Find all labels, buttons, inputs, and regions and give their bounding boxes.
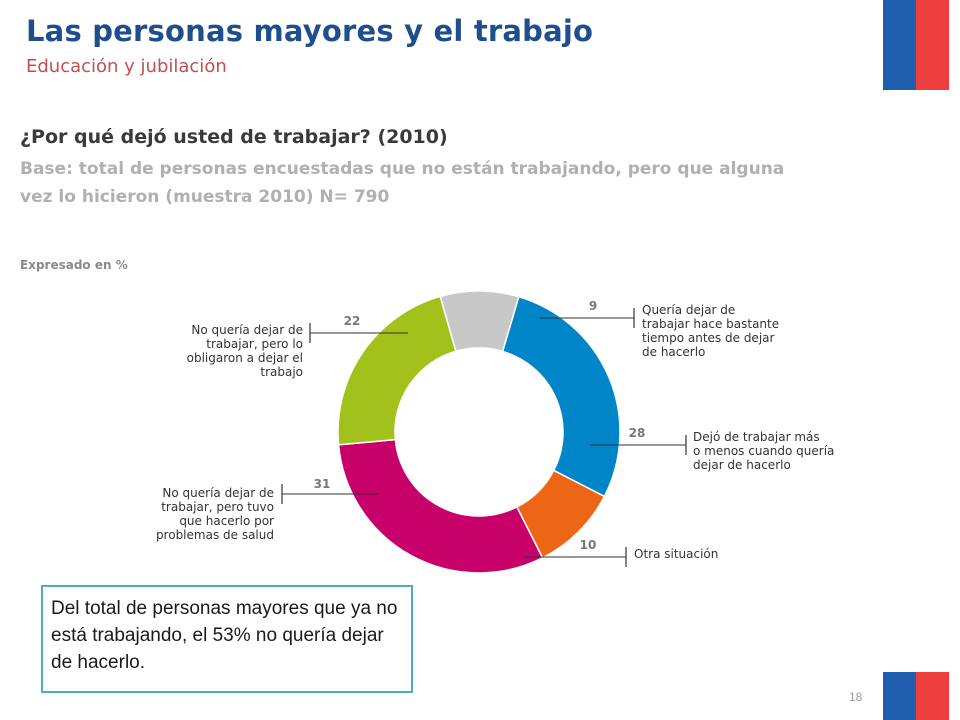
flag-blue-band <box>883 0 916 90</box>
chart-question: ¿Por qué dejó usted de trabajar? (2010) <box>20 126 448 148</box>
chart-unit-note: Expresado en % <box>20 258 128 272</box>
slice-category-label: No quería dejar de trabajar, pero tuvo que… <box>156 486 274 542</box>
summary-note-text: Del total de personas mayores que ya no … <box>51 598 398 673</box>
donut-slice <box>337 295 457 446</box>
slice-value-label: 31 <box>314 477 331 491</box>
chart-base-line-1: Base: total de personas encuestadas que … <box>20 159 785 179</box>
slice-value-label: 9 <box>589 299 597 313</box>
chart-base-description: Base: total de personas encuestadas que … <box>20 155 830 211</box>
slice-category-label: Quería dejar de trabajar hace bastante tie… <box>642 303 779 359</box>
slice-category-label: Dejó de trabajar más o menos cuando querí… <box>693 430 834 472</box>
donut-slice <box>337 438 544 574</box>
slice-category-label: No quería dejar de trabajar, pero lo oblig… <box>187 323 303 379</box>
flag-decoration-bottom <box>883 672 949 720</box>
donut-slice <box>501 295 621 498</box>
flag-red-band <box>916 672 949 720</box>
slide-subtitle: Educación y jubilación <box>26 56 227 77</box>
chart-base-line-2: vez lo hicieron (muestra 2010) N= 790 <box>20 187 390 207</box>
slice-value-label: 28 <box>629 426 646 440</box>
slice-value-label: 10 <box>580 538 597 552</box>
slide-title: Las personas mayores y el trabajo <box>26 14 594 48</box>
summary-note-box: Del total de personas mayores que ya no … <box>41 585 413 693</box>
slice-category-label: Otra situación <box>634 547 718 561</box>
flag-red-band <box>916 0 949 90</box>
page-number: 18 <box>849 690 863 704</box>
flag-blue-band <box>883 672 916 720</box>
slice-value-label: 22 <box>344 314 361 328</box>
flag-decoration-top <box>883 0 949 90</box>
